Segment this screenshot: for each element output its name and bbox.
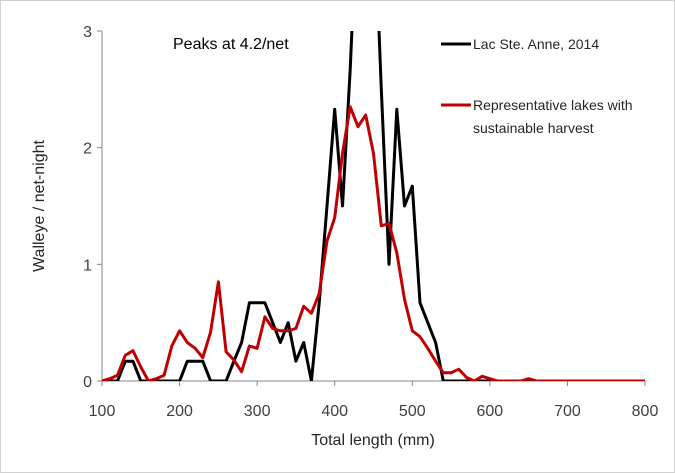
x-tick-label: 100 [89, 403, 116, 420]
x-axis-title: Total length (mm) [311, 432, 435, 449]
series-line-representative-lakes [102, 105, 645, 381]
series-line-lac-ste-anne [102, 31, 645, 381]
legend-label-line: sustainable harvest [473, 120, 594, 136]
x-tick-label: 300 [244, 403, 271, 420]
x-tick-label: 700 [554, 403, 581, 420]
x-tick-label: 600 [477, 403, 504, 420]
y-tick-group: 0 1 2 3 [83, 24, 102, 391]
y-tick-label: 3 [83, 24, 92, 41]
legend-label-representative-lakes: Representative lakes with sustainable har… [473, 97, 633, 136]
y-tick-label: 0 [83, 374, 92, 391]
x-tick-label: 500 [399, 403, 426, 420]
y-axis-title: Walleye / net-night [31, 139, 48, 271]
x-tick-group: 100 200 300 400 500 600 700 800 [89, 381, 659, 420]
y-tick-label: 1 [83, 257, 92, 274]
legend-label-line: Representative lakes with [473, 97, 633, 113]
legend-label-lac-ste-anne: Lac Ste. Anne, 2014 [473, 36, 599, 52]
x-tick-label: 400 [321, 403, 348, 420]
legend: Lac Ste. Anne, 2014 Representative lakes… [441, 36, 633, 136]
y-tick-label: 2 [83, 141, 92, 158]
x-tick-label: 800 [632, 403, 659, 420]
x-tick-label: 200 [166, 403, 193, 420]
peak-annotation: Peaks at 4.2/net [173, 36, 289, 53]
